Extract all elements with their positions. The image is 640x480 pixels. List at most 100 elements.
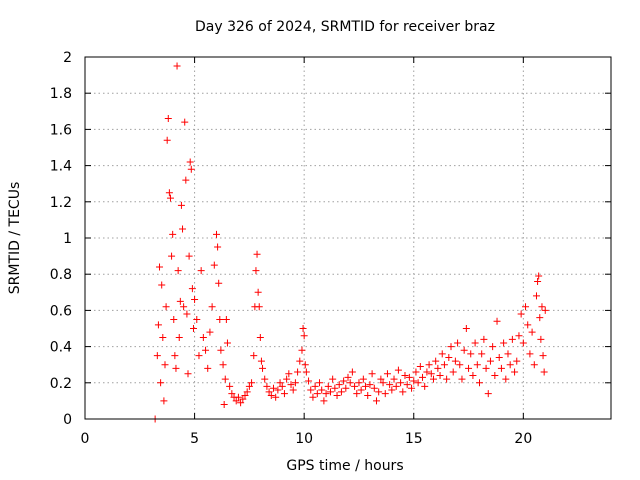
data-point (256, 334, 264, 342)
data-point (269, 384, 277, 392)
data-point (476, 379, 483, 387)
data-point (471, 339, 479, 347)
data-point (383, 370, 391, 378)
data-point (504, 350, 512, 358)
data-point (467, 350, 475, 358)
data-point (346, 379, 354, 387)
data-point (482, 364, 490, 372)
data-point (162, 303, 170, 311)
data-point (473, 361, 481, 369)
data-point (377, 375, 385, 383)
data-point (287, 381, 295, 389)
data-point (219, 361, 227, 369)
data-point (522, 303, 530, 311)
data-point (337, 388, 345, 396)
data-point (364, 391, 372, 399)
data-point (184, 370, 192, 378)
data-point (340, 377, 348, 385)
data-point (158, 281, 166, 289)
data-point (414, 379, 422, 387)
data-point (388, 386, 396, 394)
data-point (484, 390, 492, 398)
data-point (491, 372, 499, 380)
data-point (535, 272, 543, 280)
data-point (399, 388, 407, 396)
data-point (412, 368, 420, 376)
data-point (307, 386, 315, 394)
data-point (261, 375, 269, 383)
y-tick-label: 2 (63, 50, 72, 66)
data-point (182, 176, 190, 184)
x-tick-label: 15 (405, 431, 423, 447)
data-point (486, 357, 494, 365)
data-point (401, 372, 409, 380)
data-point (185, 252, 193, 260)
y-tick-label: 0.8 (50, 267, 72, 283)
data-point (154, 321, 162, 329)
y-tick-label: 1.2 (50, 195, 72, 211)
data-point (226, 382, 234, 390)
data-point (187, 165, 195, 173)
data-point (469, 372, 477, 380)
data-point (213, 230, 220, 238)
data-point (195, 352, 203, 360)
data-point (329, 375, 337, 383)
data-point (222, 315, 230, 323)
data-point (206, 328, 214, 336)
data-point (497, 364, 505, 372)
y-tick-label: 1.8 (50, 86, 72, 102)
data-point (419, 373, 427, 381)
data-point (204, 364, 212, 372)
data-point (170, 315, 178, 323)
data-point (362, 382, 370, 390)
data-point (285, 370, 293, 378)
data-point (239, 395, 247, 403)
data-point (243, 388, 251, 396)
data-point (538, 303, 546, 311)
data-point (176, 297, 184, 305)
data-point (539, 352, 547, 360)
data-point (300, 332, 308, 340)
data-point (221, 375, 229, 383)
data-point (241, 391, 249, 399)
data-point (296, 357, 304, 365)
data-point (357, 386, 365, 394)
data-point (508, 335, 516, 343)
data-point (183, 310, 191, 318)
data-point (263, 382, 271, 390)
data-point (199, 334, 207, 342)
data-point (245, 382, 253, 390)
y-tick-label: 0.6 (50, 303, 72, 319)
data-point (278, 382, 286, 390)
data-point (173, 62, 181, 70)
data-point (193, 315, 201, 323)
data-point (451, 357, 459, 365)
data-point (465, 364, 473, 372)
data-point (210, 261, 218, 269)
data-point (172, 364, 180, 372)
data-point (254, 288, 262, 296)
data-point (153, 352, 161, 360)
x-tick-label: 10 (295, 431, 313, 447)
data-point (443, 375, 451, 383)
data-point (436, 372, 444, 380)
data-point (438, 350, 446, 358)
data-point (255, 303, 263, 311)
data-point (177, 201, 185, 209)
data-point (379, 379, 387, 387)
data-point (299, 325, 307, 332)
data-point (540, 368, 548, 376)
data-point (432, 357, 440, 365)
data-point (517, 310, 525, 318)
data-point (447, 343, 455, 351)
data-point (390, 375, 398, 383)
data-point (175, 334, 183, 342)
data-point (257, 357, 265, 365)
data-point (294, 368, 302, 376)
data-point (458, 375, 466, 383)
data-point (301, 361, 309, 369)
data-point (169, 230, 177, 238)
data-point (220, 401, 228, 409)
data-point (309, 393, 317, 401)
